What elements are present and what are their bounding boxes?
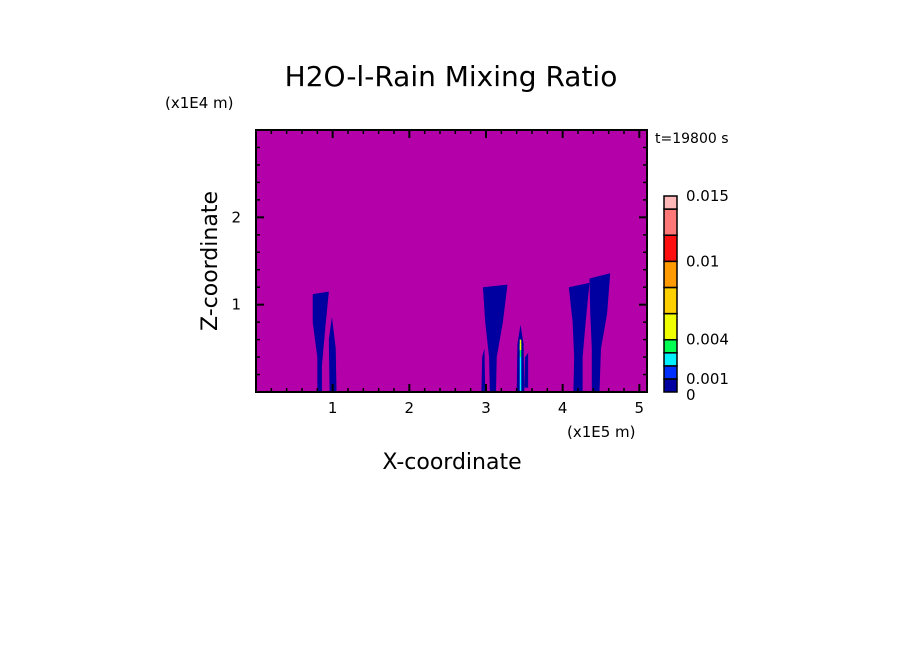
- contour-region-1: [328, 316, 337, 392]
- colorbar-swatch: [663, 234, 678, 263]
- x-tick-label: 1: [328, 399, 338, 417]
- colorbar-tick-label: 0.01: [686, 252, 719, 270]
- plot-area: [255, 129, 648, 393]
- colorbar-tick-label: 0.001: [686, 370, 729, 388]
- y-tick-label: 1: [231, 296, 241, 314]
- x-tick-label: 3: [481, 399, 491, 417]
- time-label: t=19800 s: [655, 131, 729, 147]
- contour-region-3: [481, 348, 486, 392]
- chart-title: H2O-l-Rain Mixing Ratio: [285, 60, 618, 93]
- x-axis-label: X-coordinate: [382, 450, 521, 475]
- contour-region-10: [519, 339, 522, 351]
- colorbar-swatch: [663, 352, 678, 367]
- colorbar-tick-label: 0.004: [686, 331, 729, 349]
- colorbar-swatch: [663, 378, 678, 393]
- colorbar-tick-label: 0.015: [686, 187, 729, 205]
- x-tick-label: 4: [558, 399, 568, 417]
- x-tick-label: 5: [635, 399, 645, 417]
- colorbar-swatch: [663, 338, 678, 354]
- plot-frame: [255, 129, 648, 393]
- colorbar-swatch: [663, 260, 678, 289]
- x-unit-label: (x1E5 m): [567, 423, 636, 441]
- y-unit-label: (x1E4 m): [165, 94, 234, 112]
- contour-region-7: [589, 273, 611, 392]
- colorbar-swatch: [663, 208, 678, 236]
- contour-region-0: [312, 291, 329, 392]
- contour-region-8: [519, 357, 522, 392]
- field-background: [256, 130, 647, 392]
- contour-region-6: [568, 282, 590, 392]
- y-tick-label: 2: [231, 208, 241, 226]
- colorbar-swatch: [663, 365, 678, 380]
- colorbar-tick-label: 0: [686, 386, 696, 404]
- contour-region-5: [524, 352, 529, 388]
- colorbar-swatch: [663, 286, 678, 315]
- axis-ticks: 1 2 3 4 5 1 2: [231, 130, 647, 417]
- x-tick-label: 2: [405, 399, 415, 417]
- colorbar-swatch: [663, 195, 678, 210]
- colorbar-swatch: [663, 312, 678, 341]
- contour-region-2: [482, 284, 508, 392]
- y-axis-label: Z-coordinate: [198, 191, 223, 331]
